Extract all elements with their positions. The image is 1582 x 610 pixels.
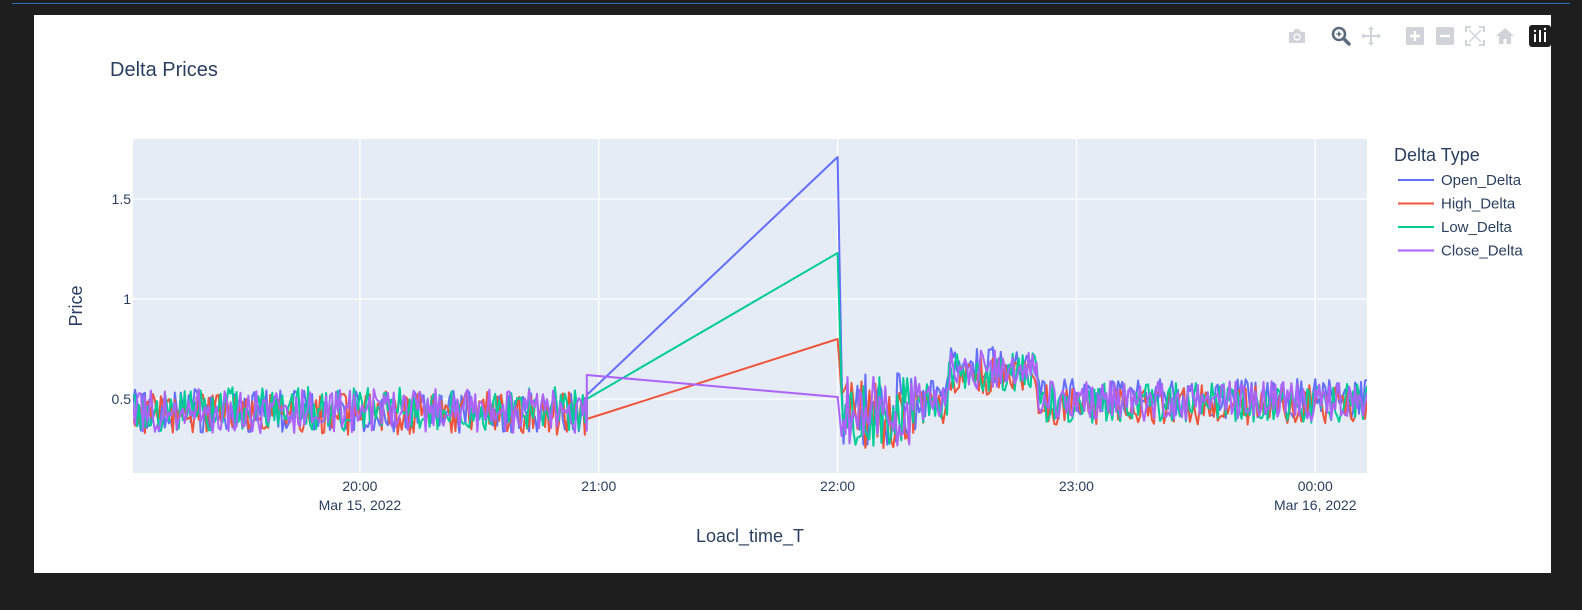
legend: Delta Type Open_Delta High_Delta Low_Delta… xyxy=(1394,145,1523,260)
y-axis-title: Price xyxy=(66,285,86,326)
axis-labels: 0.5 1 1.5 20:00 Mar 15, 2022 21:00 22:00 23:00 0… xyxy=(112,191,1357,513)
plotly-logo-icon[interactable] xyxy=(1529,25,1551,47)
window-top-border xyxy=(12,0,1570,4)
x-tick-label: 20:00 xyxy=(342,478,377,494)
legend-label: Open_Delta xyxy=(1441,172,1522,189)
camera-icon[interactable] xyxy=(1287,26,1307,46)
legend-label: Low_Delta xyxy=(1441,219,1513,236)
delta-prices-chart: Delta Prices 0.5 1 1.5 20:00 Mar 15, 2022 21:… xyxy=(66,59,1523,547)
autoscale-icon[interactable] xyxy=(1465,26,1485,46)
legend-item[interactable]: Open_Delta xyxy=(1398,172,1522,189)
x-tick-date-label: Mar 16, 2022 xyxy=(1274,497,1357,513)
y-tick-label: 1 xyxy=(123,291,131,307)
legend-item[interactable]: Close_Delta xyxy=(1398,243,1523,260)
series-line-close-delta[interactable] xyxy=(133,349,1367,447)
x-tick-label: 21:00 xyxy=(581,478,616,494)
y-tick-label: 0.5 xyxy=(112,391,132,407)
series-line-low-delta[interactable] xyxy=(133,252,1367,447)
chart-panel: Delta Prices 0.5 1 1.5 20:00 Mar 15, 2022 21:… xyxy=(34,15,1551,573)
y-tick-label: 1.5 xyxy=(112,191,132,207)
legend-label: High_Delta xyxy=(1441,196,1516,213)
data-lines xyxy=(133,156,1367,449)
x-tick-label: 00:00 xyxy=(1298,478,1333,494)
zoom-icon[interactable] xyxy=(1331,26,1351,46)
legend-item[interactable]: Low_Delta xyxy=(1398,219,1513,236)
x-tick-date-label: Mar 15, 2022 xyxy=(319,497,402,513)
x-axis-title: Loacl_time_T xyxy=(696,526,804,547)
chart-title: Delta Prices xyxy=(110,59,218,81)
x-tick-label: 23:00 xyxy=(1059,478,1094,494)
x-tick-label: 22:00 xyxy=(820,478,855,494)
legend-item[interactable]: High_Delta xyxy=(1398,196,1516,213)
zoom-in-icon[interactable] xyxy=(1405,26,1425,46)
reset-axes-icon[interactable] xyxy=(1495,26,1515,46)
legend-label: Close_Delta xyxy=(1441,243,1523,260)
modebar xyxy=(1277,25,1551,47)
legend-title: Delta Type xyxy=(1394,145,1480,165)
pan-icon[interactable] xyxy=(1361,26,1381,46)
zoom-out-icon[interactable] xyxy=(1435,26,1455,46)
